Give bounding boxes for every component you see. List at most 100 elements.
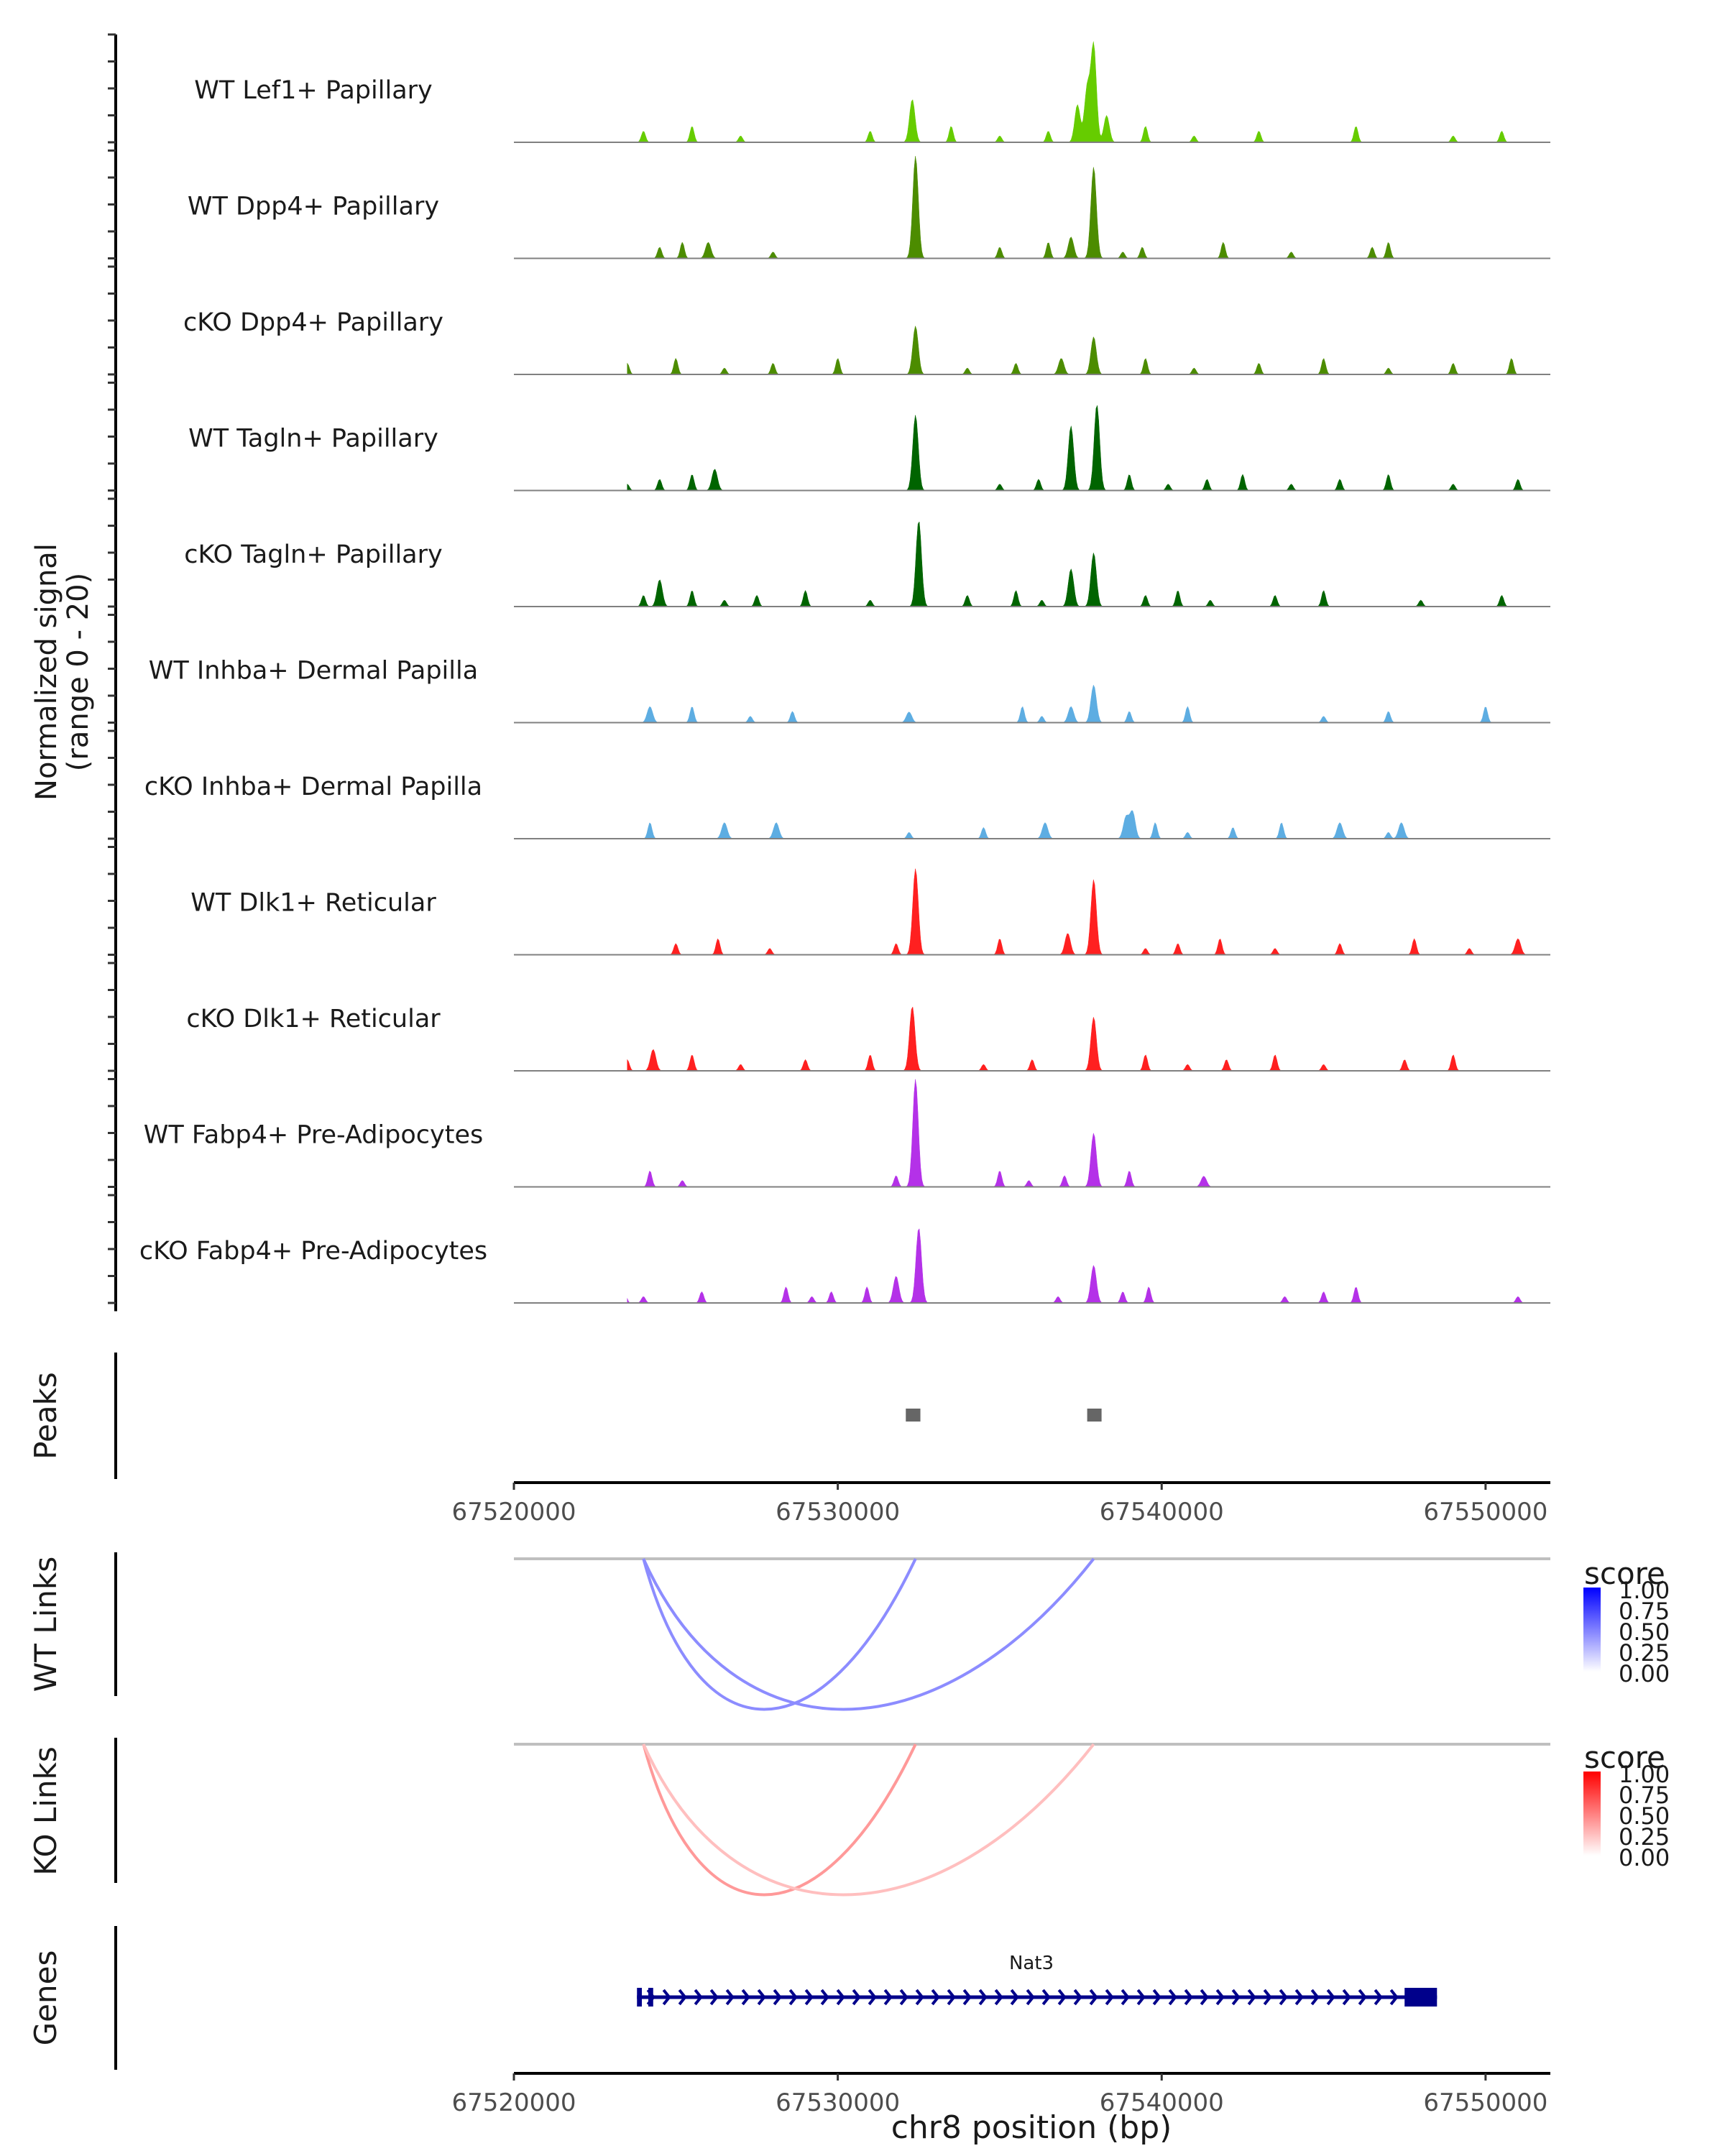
strand-arrow-icon — [1200, 1989, 1209, 2006]
strand-arrow-icon — [1342, 1989, 1351, 2006]
signal-area — [627, 1079, 1544, 1187]
track-label: cKO Inhba+ Dermal Papilla — [144, 773, 482, 801]
coverage-ylabel-line1: Normalized signal — [30, 543, 63, 801]
strand-arrow-icon — [1215, 1989, 1225, 2006]
signal-area — [627, 684, 1544, 723]
strand-arrow-icon — [1152, 1989, 1162, 2006]
coverage-ylabel: Normalized signal (range 0 - 20) — [30, 543, 95, 801]
wt-legend-tick: 0.75 — [1619, 1598, 1670, 1625]
strand-arrow-icon — [1057, 1989, 1067, 2006]
ko-legend-tick: 1.00 — [1619, 1761, 1670, 1788]
wt-links-label: WT Links — [28, 1557, 63, 1692]
signal-area — [627, 41, 1544, 143]
track-label: WT Fabp4+ Pre-Adipocytes — [144, 1121, 483, 1150]
track-label: cKO Tagln+ Papillary — [184, 540, 443, 569]
coverage-track: WT Dpp4+ Papillary — [188, 156, 1550, 259]
wt-score-legend: score 1.00 0.75 0.50 0.25 0.00 — [1583, 1556, 1670, 1687]
ko-legend-tick: 0.25 — [1619, 1823, 1670, 1851]
strand-arrow-icon — [1294, 1989, 1304, 2006]
ko-legend-tick: 0.75 — [1619, 1782, 1670, 1809]
genes-track: Genes Nat3 — [28, 1926, 1438, 2070]
x-tick-label: 67550000 — [1423, 2088, 1547, 2117]
strand-arrow-icon — [662, 1989, 671, 2006]
peak-region — [906, 1409, 921, 1422]
link-arc — [642, 1743, 1095, 1897]
x-axis-title: chr8 position (bp) — [891, 2109, 1172, 2146]
coverage-track: cKO Inhba+ Dermal Papilla — [144, 773, 1550, 839]
signal-area — [627, 1006, 1544, 1072]
x-tick-label: 67520000 — [451, 2088, 576, 2117]
strand-arrow-icon — [994, 1989, 1003, 2006]
ko-links-label: KO Links — [28, 1746, 63, 1876]
strand-arrow-icon — [1136, 1989, 1146, 2006]
ko-legend-colorbar — [1583, 1772, 1601, 1856]
strand-arrow-icon — [899, 1989, 908, 2006]
strand-arrow-icon — [741, 1989, 750, 2006]
signal-area — [627, 156, 1544, 259]
strand-arrow-icon — [1184, 1989, 1193, 2006]
signal-area — [627, 521, 1544, 607]
strand-arrow-icon — [1310, 1989, 1320, 2006]
coverage-track: WT Fabp4+ Pre-Adipocytes — [144, 1079, 1550, 1188]
strand-arrow-icon — [1026, 1989, 1035, 2006]
gene-name-label: Nat3 — [1009, 1953, 1054, 1974]
strand-arrow-icon — [709, 1989, 719, 2006]
track-label: WT Tagln+ Papillary — [188, 425, 438, 453]
coverage-y-axis — [108, 33, 117, 1312]
wt-legend-tick: 0.00 — [1619, 1660, 1670, 1687]
strand-arrow-icon — [836, 1989, 845, 2006]
strand-arrow-icon — [773, 1989, 782, 2006]
coverage-ylabel-line2: (range 0 - 20) — [62, 573, 95, 771]
gene-exon — [648, 1988, 653, 2007]
strand-arrow-icon — [962, 1989, 972, 2006]
signal-area — [627, 405, 1544, 491]
signal-area — [627, 868, 1544, 955]
ko-legend-tick: 0.00 — [1619, 1844, 1670, 1871]
strand-arrow-icon — [868, 1989, 877, 2006]
track-label: WT Lef1+ Papillary — [194, 76, 433, 105]
strand-arrow-icon — [1010, 1989, 1019, 2006]
link-arc — [642, 1558, 917, 1711]
ko-legend-tick: 0.50 — [1619, 1802, 1670, 1830]
strand-arrow-icon — [915, 1989, 924, 2006]
signal-area — [627, 810, 1544, 839]
coverage-track: cKO Dpp4+ Papillary — [183, 308, 1550, 375]
strand-arrow-icon — [978, 1989, 988, 2006]
strand-arrow-icon — [1279, 1989, 1288, 2006]
track-label: WT Dlk1+ Reticular — [190, 889, 436, 918]
coverage-track: cKO Fabp4+ Pre-Adipocytes — [139, 1228, 1550, 1304]
strand-arrow-icon — [1231, 1989, 1241, 2006]
strand-arrow-icon — [757, 1989, 766, 2006]
gene-exon — [637, 1988, 642, 2007]
signal-area — [627, 1228, 1544, 1304]
coverage-tracks: WT Lef1+ Papillary WT Dpp4+ Papillary cKO … — [139, 41, 1550, 1304]
ko-links-track: KO Links — [28, 1738, 1550, 1897]
x-axis-top: 67520000 67530000 67540000 67550000 — [451, 1481, 1550, 1526]
link-arc — [642, 1557, 1095, 1711]
genes-track-label: Genes — [28, 1950, 63, 2046]
x-tick-label: 67540000 — [1100, 1498, 1224, 1526]
strand-arrow-icon — [1247, 1989, 1256, 2006]
strand-arrow-icon — [852, 1989, 861, 2006]
strand-arrow-icon — [1263, 1989, 1272, 2006]
strand-arrow-icon — [1041, 1989, 1051, 2006]
x-axis-bottom: 67520000 67530000 67540000 67550000 — [451, 2072, 1550, 2117]
track-label: cKO Fabp4+ Pre-Adipocytes — [139, 1237, 487, 1266]
strand-arrow-icon — [1073, 1989, 1082, 2006]
track-label: cKO Dpp4+ Papillary — [183, 308, 443, 337]
gene-exon — [1404, 1988, 1438, 2007]
track-label: WT Inhba+ Dermal Papilla — [149, 657, 478, 686]
x-tick-label: 67530000 — [776, 1498, 900, 1526]
ko-score-legend: score 1.00 0.75 0.50 0.25 0.00 — [1583, 1740, 1670, 1871]
strand-arrow-icon — [1168, 1989, 1177, 2006]
strand-arrow-icon — [694, 1989, 703, 2006]
peaks-track: Peaks — [28, 1353, 1102, 1479]
strand-arrow-icon — [883, 1989, 893, 2006]
coverage-track: WT Lef1+ Papillary — [194, 41, 1550, 143]
strand-arrow-icon — [788, 1989, 798, 2006]
x-tick-label: 67530000 — [776, 2088, 900, 2117]
strand-arrow-icon — [678, 1989, 687, 2006]
strand-arrow-icon — [1326, 1989, 1335, 2006]
strand-arrow-icon — [947, 1989, 956, 2006]
